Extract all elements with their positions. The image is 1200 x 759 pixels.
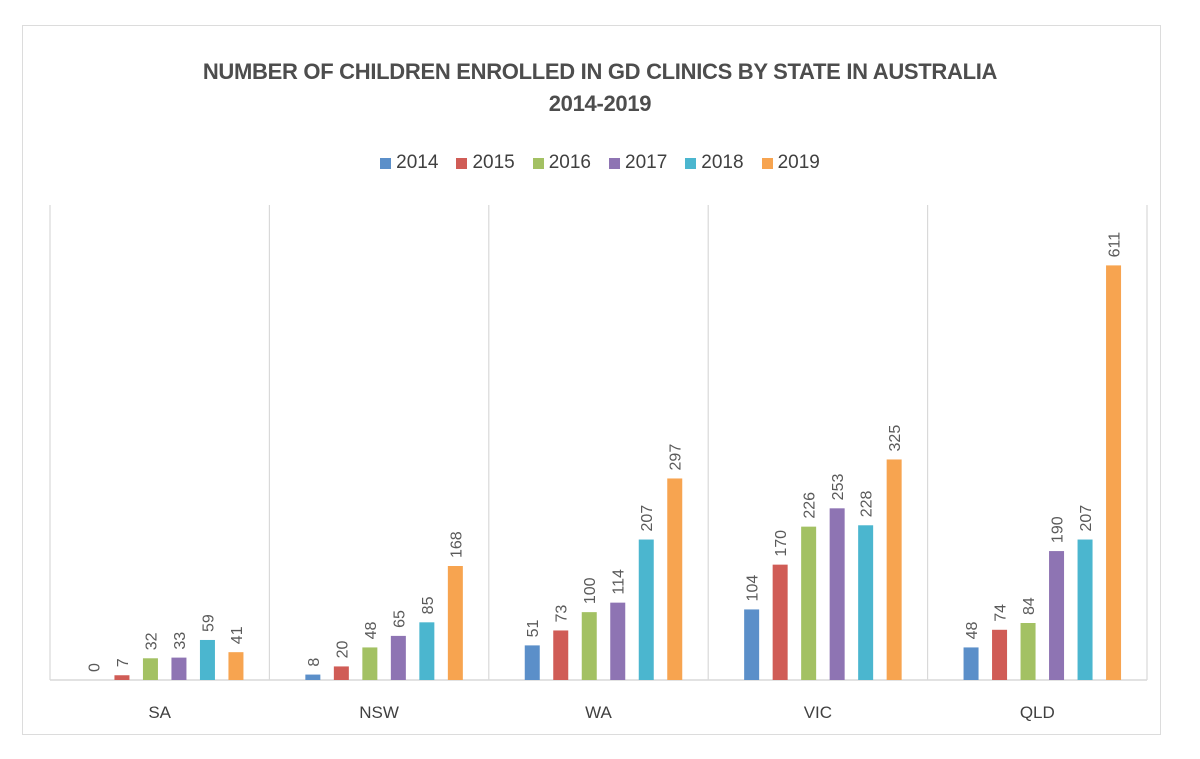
data-label: 168 bbox=[448, 531, 465, 558]
bar-2015-WA bbox=[553, 630, 569, 680]
bar-2019-SA bbox=[228, 652, 244, 680]
bar-2016-QLD bbox=[1020, 623, 1036, 680]
bar-2019-VIC bbox=[886, 459, 902, 680]
x-tick-label: VIC bbox=[804, 703, 832, 722]
x-tick-label: WA bbox=[585, 703, 612, 722]
x-tick-label: SA bbox=[148, 703, 171, 722]
data-label: 611 bbox=[1107, 232, 1124, 258]
data-label: 41 bbox=[229, 626, 246, 644]
data-label: 74 bbox=[993, 604, 1010, 622]
bar-2018-NSW bbox=[419, 622, 435, 680]
legend-item: 2019 bbox=[761, 152, 820, 174]
data-label: 253 bbox=[830, 474, 847, 501]
data-label: 226 bbox=[802, 492, 819, 519]
bar-2015-QLD bbox=[992, 629, 1008, 680]
bar-2016-NSW bbox=[362, 647, 378, 680]
legend-item: 2018 bbox=[685, 152, 744, 174]
bar-2019-QLD bbox=[1106, 265, 1122, 680]
bar-2014-NSW bbox=[305, 674, 321, 680]
legend: 2014 2015 2016 2017 2018 2019 bbox=[0, 152, 1200, 174]
bar-2018-QLD bbox=[1077, 539, 1093, 680]
legend-item: 2014 bbox=[380, 152, 438, 174]
data-label: 228 bbox=[859, 490, 876, 517]
data-label: 33 bbox=[172, 632, 189, 650]
bar-2016-WA bbox=[581, 612, 597, 680]
bar-2018-VIC bbox=[858, 525, 874, 680]
legend-label: 2018 bbox=[701, 152, 744, 173]
data-label: 7 bbox=[115, 658, 132, 667]
data-label: 114 bbox=[611, 569, 628, 595]
bar-2019-NSW bbox=[447, 566, 463, 680]
bar-2017-WA bbox=[610, 602, 626, 680]
bar-2016-SA bbox=[142, 658, 158, 680]
legend-label: 2014 bbox=[396, 152, 439, 173]
bar-2015-VIC bbox=[772, 564, 788, 680]
data-label: 48 bbox=[363, 622, 380, 640]
data-label: 190 bbox=[1050, 516, 1067, 543]
data-label: 59 bbox=[200, 614, 217, 632]
data-label: 85 bbox=[420, 596, 437, 614]
legend-label: 2019 bbox=[777, 152, 820, 173]
legend-item: 2016 bbox=[532, 152, 591, 174]
data-label: 170 bbox=[773, 530, 790, 557]
data-label: 20 bbox=[334, 641, 351, 659]
data-label: 325 bbox=[887, 425, 904, 452]
bar-2019-WA bbox=[667, 478, 683, 680]
data-label: 0 bbox=[86, 663, 103, 672]
data-label: 51 bbox=[525, 619, 542, 637]
bar-2017-VIC bbox=[829, 508, 845, 680]
data-label: 65 bbox=[391, 610, 408, 628]
bar-2015-NSW bbox=[333, 666, 349, 680]
bar-2017-SA bbox=[171, 657, 187, 680]
data-label: 207 bbox=[1078, 505, 1095, 532]
bar-2018-WA bbox=[638, 539, 654, 680]
legend-swatch bbox=[532, 157, 544, 169]
x-tick-label: QLD bbox=[1020, 703, 1055, 722]
bar-2014-VIC bbox=[744, 609, 760, 680]
data-label: 73 bbox=[554, 605, 571, 623]
data-label: 207 bbox=[639, 505, 656, 532]
bar-2017-QLD bbox=[1049, 551, 1065, 680]
legend-item: 2015 bbox=[456, 152, 515, 174]
data-label: 104 bbox=[745, 575, 762, 602]
data-label: 48 bbox=[964, 622, 981, 640]
legend-swatch bbox=[380, 157, 392, 169]
chart-title-block: NUMBER OF CHILDREN ENROLLED IN GD CLINIC… bbox=[0, 56, 1200, 120]
bar-2018-SA bbox=[199, 639, 215, 680]
x-tick-label: NSW bbox=[359, 703, 399, 722]
bar-2017-NSW bbox=[390, 635, 406, 680]
data-label: 297 bbox=[668, 444, 685, 471]
legend-swatch bbox=[456, 157, 468, 169]
legend-label: 2015 bbox=[472, 152, 515, 173]
chart-subtitle: 2014-2019 bbox=[548, 91, 652, 116]
legend-swatch bbox=[609, 157, 620, 169]
legend-label: 2016 bbox=[548, 152, 591, 173]
chart-title: NUMBER OF CHILDREN ENROLLED IN GD CLINIC… bbox=[202, 59, 998, 84]
bar-2014-WA bbox=[524, 645, 540, 680]
legend-item: 2017 bbox=[609, 152, 667, 174]
legend-label: 2017 bbox=[625, 152, 668, 173]
legend-swatch bbox=[761, 157, 773, 169]
data-label: 100 bbox=[582, 577, 599, 604]
data-label: 8 bbox=[306, 658, 323, 667]
data-label: 32 bbox=[143, 632, 160, 650]
bar-2014-QLD bbox=[963, 647, 979, 680]
legend-swatch bbox=[685, 157, 697, 169]
bar-2015-SA bbox=[114, 675, 130, 680]
bar-2016-VIC bbox=[801, 526, 817, 680]
data-label: 84 bbox=[1021, 597, 1038, 615]
